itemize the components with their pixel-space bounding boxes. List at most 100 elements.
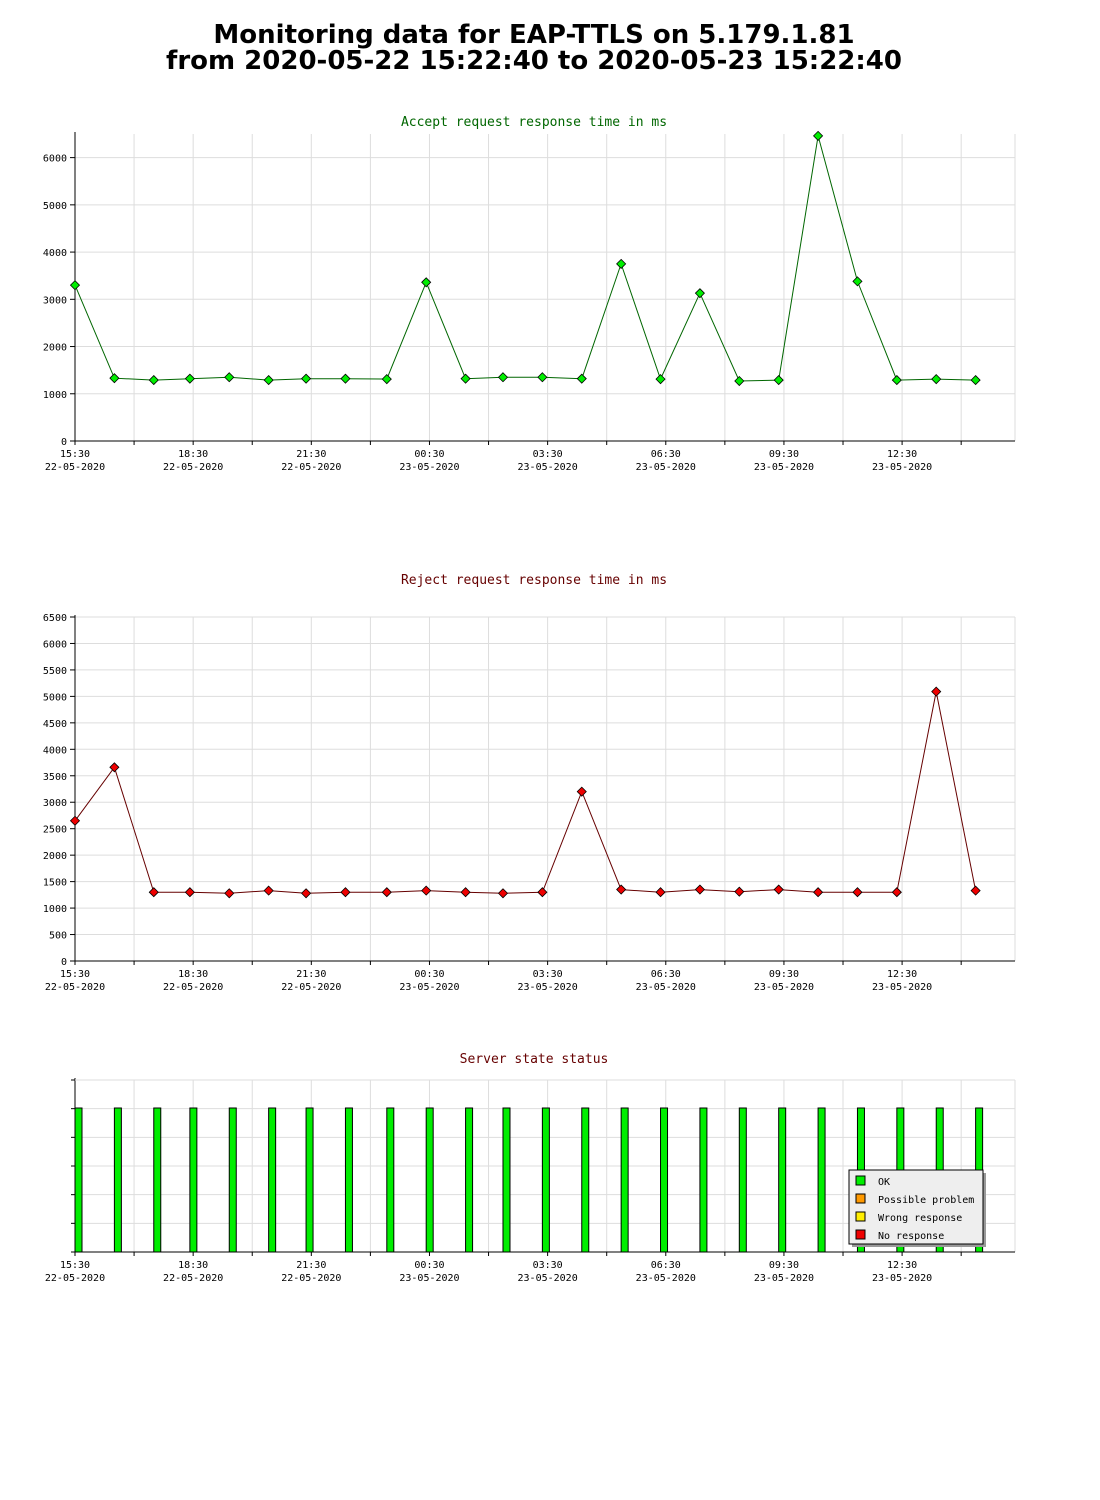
data-point [773, 884, 784, 895]
data-point [813, 130, 824, 141]
data-point [460, 373, 471, 384]
x-tick-date-label: 22-05-2020 [281, 982, 341, 993]
status-bar [738, 1107, 747, 1253]
y-tick-label: 3500 [43, 772, 67, 783]
status-bar [74, 1107, 83, 1253]
legend-box [848, 1169, 984, 1245]
chart-3: Server state status 15:30 22-05-2020 18:30 2… [45, 1052, 1016, 1284]
data-point [576, 373, 587, 384]
x-tick-date-label: 22-05-2020 [163, 1273, 223, 1284]
data-point [891, 887, 902, 898]
data-point [184, 887, 195, 898]
data-point [655, 374, 666, 385]
y-tick-label: 1500 [43, 878, 67, 889]
data-point [576, 786, 587, 797]
data-point [694, 884, 705, 895]
series-line [74, 691, 977, 894]
x-tick-time-label: 12:30 [887, 449, 917, 460]
x-tick-time-label: 21:30 [296, 1260, 326, 1271]
status-bar [465, 1107, 474, 1253]
data-point [69, 280, 81, 291]
y-tick-label: 2000 [43, 343, 67, 354]
legend-label: OK [878, 1177, 890, 1188]
x-tick-time-label: 12:30 [887, 969, 917, 980]
legend-label: No response [878, 1231, 944, 1242]
page-title-line2: from 2020-05-22 15:22:40 to 2020-05-23 1… [166, 46, 902, 76]
x-tick-date-label: 23-05-2020 [754, 462, 814, 473]
x-tick-date-label: 23-05-2020 [872, 982, 932, 993]
x-tick-time-label: 09:30 [769, 449, 799, 460]
status-bar [502, 1107, 511, 1253]
legend-swatch [855, 1229, 866, 1240]
x-tick-time-label: 06:30 [651, 969, 681, 980]
y-tick-label: 3000 [43, 798, 67, 809]
y-tick-label: 5000 [43, 692, 67, 703]
status-bar [660, 1107, 669, 1253]
data-point [931, 686, 942, 697]
y-tick-label: 500 [49, 931, 67, 942]
x-tick-date-label: 23-05-2020 [399, 982, 459, 993]
status-bar [344, 1107, 353, 1253]
data-point [340, 373, 351, 384]
chart-title: Accept request response time in ms [401, 115, 667, 130]
legend-label: Wrong response [878, 1213, 962, 1224]
x-tick-date-label: 23-05-2020 [754, 982, 814, 993]
x-tick-date-label: 22-05-2020 [45, 982, 105, 993]
x-tick-time-label: 21:30 [296, 969, 326, 980]
chart-title: Server state status [460, 1052, 609, 1067]
data-point [616, 258, 627, 269]
data-point [813, 887, 824, 898]
status-bar [620, 1107, 629, 1253]
data-point [224, 888, 235, 899]
y-tick-label: 2000 [43, 851, 67, 862]
legend-swatch [855, 1193, 866, 1204]
data-point [421, 277, 432, 288]
y-tick-label: 3000 [43, 295, 67, 306]
data-point [109, 373, 120, 384]
x-tick-time-label: 18:30 [178, 449, 208, 460]
data-point [224, 372, 235, 383]
x-tick-time-label: 09:30 [769, 969, 799, 980]
status-bar [113, 1107, 122, 1253]
x-tick-time-label: 18:30 [178, 1260, 208, 1271]
x-tick-date-label: 23-05-2020 [754, 1273, 814, 1284]
x-tick-time-label: 06:30 [651, 449, 681, 460]
chart-1: Accept request response time in ms 0 1000 2… [43, 115, 1016, 473]
x-tick-date-label: 23-05-2020 [636, 462, 696, 473]
data-point [616, 884, 627, 895]
data-point [891, 375, 902, 386]
legend-swatch [855, 1211, 866, 1222]
x-tick-date-label: 23-05-2020 [872, 1273, 932, 1284]
status-bar [817, 1107, 826, 1253]
x-tick-date-label: 23-05-2020 [872, 462, 932, 473]
y-tick-label: 1000 [43, 904, 67, 915]
page-title: Monitoring data for EAP-TTLS on 5.179.1.… [0, 22, 1068, 74]
data-point [381, 887, 392, 898]
y-tick-label: 4000 [43, 745, 67, 756]
data-point [497, 888, 509, 899]
status-bar [425, 1107, 434, 1253]
y-tick-label: 6000 [43, 154, 67, 165]
x-tick-date-label: 23-05-2020 [518, 462, 578, 473]
data-point [148, 375, 159, 386]
data-point [497, 372, 509, 383]
x-tick-date-label: 23-05-2020 [518, 982, 578, 993]
data-point [852, 887, 863, 898]
data-point [109, 762, 120, 773]
status-bar [268, 1107, 277, 1253]
status-bar [386, 1107, 395, 1253]
data-point [263, 375, 274, 386]
data-point [734, 375, 745, 387]
series-line [74, 135, 976, 382]
x-tick-time-label: 09:30 [769, 1260, 799, 1271]
x-tick-time-label: 03:30 [533, 449, 563, 460]
x-tick-time-label: 00:30 [414, 449, 444, 460]
data-point [773, 375, 784, 386]
legend-swatch [855, 1175, 866, 1186]
x-tick-date-label: 22-05-2020 [163, 982, 223, 993]
x-tick-time-label: 15:30 [60, 1260, 90, 1271]
x-tick-date-label: 22-05-2020 [281, 462, 341, 473]
data-point [537, 887, 548, 898]
status-bar [581, 1107, 590, 1253]
chart-2: Reject request response time in ms 0 500 10… [43, 573, 1016, 993]
